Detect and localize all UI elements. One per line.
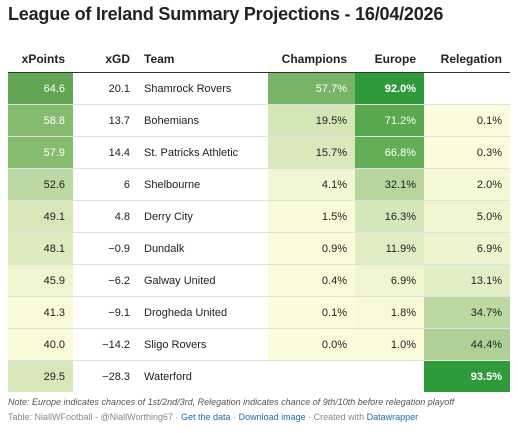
table-row: 57.9 14.4 St. Patricks Athletic 15.7% 66.8% 0…	[8, 136, 510, 169]
cell-europe: 11.9%	[355, 232, 424, 265]
header-xpoints: xPoints	[8, 45, 73, 73]
cell-team: Waterford	[144, 370, 192, 383]
cell-relegation: 44.4%	[424, 328, 510, 361]
cell-champions	[268, 360, 355, 392]
cell-team: St. Patricks Athletic	[138, 136, 268, 169]
footer-credit: Table: NiallWFootball - @NiallWorthing67…	[8, 412, 182, 422]
cell-xpoints: 58.8	[8, 104, 73, 137]
cell-team: Bohemians	[138, 104, 268, 137]
datawrapper-link[interactable]: Datawrapper	[366, 412, 419, 422]
table-row: 48.1 −0.9 Dundalk 0.9% 11.9% 6.9%	[8, 232, 510, 265]
download-image-link[interactable]: Download image	[238, 412, 306, 422]
cell-xpoints: 48.1	[8, 232, 73, 265]
cell-xpoints: 52.6	[8, 168, 73, 201]
cell-xgd: −14.2	[73, 328, 138, 361]
get-data-link[interactable]: Get the data	[181, 412, 231, 422]
cell-champions: 0.0%	[268, 328, 355, 361]
cell-europe: 92.0%	[355, 72, 424, 105]
cell-team: Shelbourne	[138, 168, 268, 201]
cell-champions: 0.9%	[268, 232, 355, 265]
cell-xpoints: 29.5	[8, 360, 73, 392]
projection-table: xPoints xGD Team Champions Europe Relega…	[8, 45, 510, 392]
cell-xgd: 13.7	[73, 104, 138, 137]
cell-europe: 71.2%	[355, 104, 424, 137]
cell-xpoints: 49.1	[8, 200, 73, 233]
cell-xgd: −28.3	[102, 370, 130, 383]
table-row: 40.0 −14.2 Sligo Rovers 0.0% 1.0% 44.4%	[8, 328, 510, 361]
cell-xpoints: 64.6	[8, 72, 73, 105]
cell-xgd: 20.1	[73, 72, 138, 105]
cell-relegation: 0.3%	[424, 136, 510, 169]
cell-champions: 0.4%	[268, 264, 355, 297]
cell-europe: 6.9%	[355, 264, 424, 297]
table-row: 41.3 −9.1 Drogheda United 0.1% 1.8% 34.7%	[8, 296, 510, 329]
cell-xpoints: 57.9	[8, 136, 73, 169]
cell-relegation: 93.5%	[424, 360, 510, 392]
cell-team: Sligo Rovers	[138, 328, 268, 361]
cell-team: Dundalk	[138, 232, 268, 265]
table-header-row: xPoints xGD Team Champions Europe Relega…	[8, 45, 510, 73]
cell-xgd: 6	[73, 168, 138, 201]
cell-xpoints: 41.3	[8, 296, 73, 329]
header-europe: Europe	[355, 45, 424, 73]
cell-relegation: 34.7%	[424, 296, 510, 329]
cell-champions: 57.7%	[268, 72, 355, 105]
table-row: 58.8 13.7 Bohemians 19.5% 71.2% 0.1%	[8, 104, 510, 137]
chart-title: League of Ireland Summary Projections - …	[8, 4, 444, 24]
cell-relegation: 6.9%	[424, 232, 510, 265]
cell-europe: 1.8%	[355, 296, 424, 329]
cell-europe: 1.0%	[355, 328, 424, 361]
cell-champions: 15.7%	[268, 136, 355, 169]
cell-relegation: 13.1%	[424, 264, 510, 297]
footer-separator: ·	[230, 412, 239, 422]
table-row: 29.5 −28.3 Waterford 93.5%	[8, 360, 510, 392]
cell-xgd: −6.2	[73, 264, 138, 297]
cell-team: Derry City	[138, 200, 268, 233]
table-row: 64.6 20.1 Shamrock Rovers 57.7% 92.0%	[8, 72, 510, 105]
cell-team: Shamrock Rovers	[138, 72, 268, 105]
header-relegation: Relegation	[424, 45, 510, 73]
cell-xgd: −9.1	[73, 296, 138, 329]
cell-europe: 16.3%	[355, 200, 424, 233]
cell-relegation: 0.1%	[424, 104, 510, 137]
cell-xgd: 14.4	[73, 136, 138, 169]
cell-europe: 32.1%	[355, 168, 424, 201]
footer-created: · Created with	[305, 412, 367, 422]
cell-team: Galway United	[138, 264, 268, 297]
table-note: Note: Europe indicates chances of 1st/2n…	[8, 397, 455, 407]
cell-relegation: 2.0%	[424, 168, 510, 201]
cell-xgd: 4.8	[73, 200, 138, 233]
header-xgd: xGD	[73, 45, 138, 73]
cell-europe: 66.8%	[355, 136, 424, 169]
table-row: 49.1 4.8 Derry City 1.5% 16.3% 5.0%	[8, 200, 510, 233]
table-footer: Table: NiallWFootball - @NiallWorthing67…	[8, 412, 418, 422]
cell-europe	[355, 360, 424, 392]
table-body: 64.6 20.1 Shamrock Rovers 57.7% 92.0% 58.8 13.…	[8, 72, 510, 392]
cell-champions: 19.5%	[268, 104, 355, 137]
cell-champions: 1.5%	[268, 200, 355, 233]
cell-xpoints: 40.0	[8, 328, 73, 361]
cell-relegation: 5.0%	[424, 200, 510, 233]
table-row: 52.6 6 Shelbourne 4.1% 32.1% 2.0%	[8, 168, 510, 201]
cell-relegation	[424, 72, 510, 105]
header-team: Team	[138, 45, 268, 73]
header-champions: Champions	[268, 45, 355, 73]
cell-xgd: −0.9	[73, 232, 138, 265]
cell-team: Drogheda United	[138, 296, 268, 329]
table-row: 45.9 −6.2 Galway United 0.4% 6.9% 13.1%	[8, 264, 510, 297]
cell-xpoints: 45.9	[8, 264, 73, 297]
cell-champions: 0.1%	[268, 296, 355, 329]
cell-champions: 4.1%	[268, 168, 355, 201]
